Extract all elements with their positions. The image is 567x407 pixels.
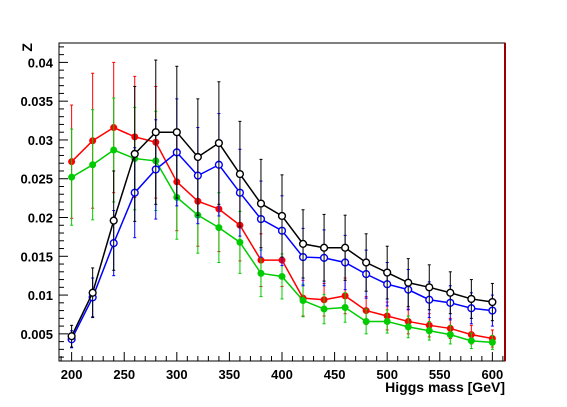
y-tick-label: 0.025 <box>20 172 53 187</box>
data-point <box>109 216 118 225</box>
x-tick-label: 600 <box>482 367 504 382</box>
data-point <box>467 294 476 304</box>
y-tick-label: 0.005 <box>20 327 53 342</box>
data-point <box>68 173 76 181</box>
data-point <box>214 138 223 148</box>
data-point <box>404 278 413 287</box>
data-point <box>88 288 97 297</box>
y-tick-label: 0.04 <box>28 55 54 70</box>
data-point <box>277 211 287 221</box>
data-point <box>257 269 265 277</box>
data-point <box>110 146 118 154</box>
y-tick-label: 0.015 <box>20 249 53 264</box>
data-point <box>235 169 245 179</box>
y-tick-label: 0.035 <box>20 94 53 109</box>
data-point <box>425 327 433 335</box>
data-point <box>425 283 434 292</box>
x-tick-label: 300 <box>166 367 188 382</box>
data-point <box>319 243 329 252</box>
data-point <box>383 317 391 325</box>
data-point <box>278 272 286 280</box>
axis-ticks <box>59 46 504 361</box>
x-tick-label: 400 <box>271 367 293 382</box>
data-point <box>383 268 392 277</box>
data-point <box>89 161 97 169</box>
data-point <box>67 332 76 341</box>
data-point <box>362 317 370 325</box>
data-point <box>320 305 328 313</box>
data-point <box>151 128 160 137</box>
data-point <box>299 297 307 305</box>
data-point <box>341 243 350 252</box>
data-point <box>446 331 454 339</box>
data-point <box>256 199 266 208</box>
x-tick-label: 200 <box>61 367 83 382</box>
x-tick-label: 500 <box>376 367 398 382</box>
series-layer <box>67 59 497 350</box>
x-axis-title: Higgs mass [GeV] <box>385 379 505 395</box>
data-point <box>130 149 139 159</box>
y-tick-label: 0.01 <box>28 288 53 303</box>
axis-tick-labels: 200 250 300 350 400 450 500 550 600 0.005 0.01 0.01… <box>20 55 503 382</box>
data-point <box>298 239 308 248</box>
data-point <box>172 128 181 137</box>
y-tick-label: 0.03 <box>28 133 53 148</box>
data-point <box>215 224 223 232</box>
series-3 <box>67 59 497 348</box>
data-point <box>341 303 349 311</box>
x-tick-label: 250 <box>113 367 135 382</box>
data-point <box>446 288 455 297</box>
y-tick-label: 0.02 <box>28 211 53 226</box>
data-point <box>236 238 244 246</box>
data-point <box>488 338 496 346</box>
y-axis-title: Z <box>19 43 35 52</box>
data-point <box>193 152 202 162</box>
x-tick-label: 450 <box>324 367 346 382</box>
data-point <box>404 323 412 331</box>
data-point <box>362 258 371 267</box>
x-tick-label: 350 <box>219 367 241 382</box>
data-point <box>467 337 475 345</box>
x-tick-label: 550 <box>429 367 451 382</box>
data-point <box>488 297 497 307</box>
